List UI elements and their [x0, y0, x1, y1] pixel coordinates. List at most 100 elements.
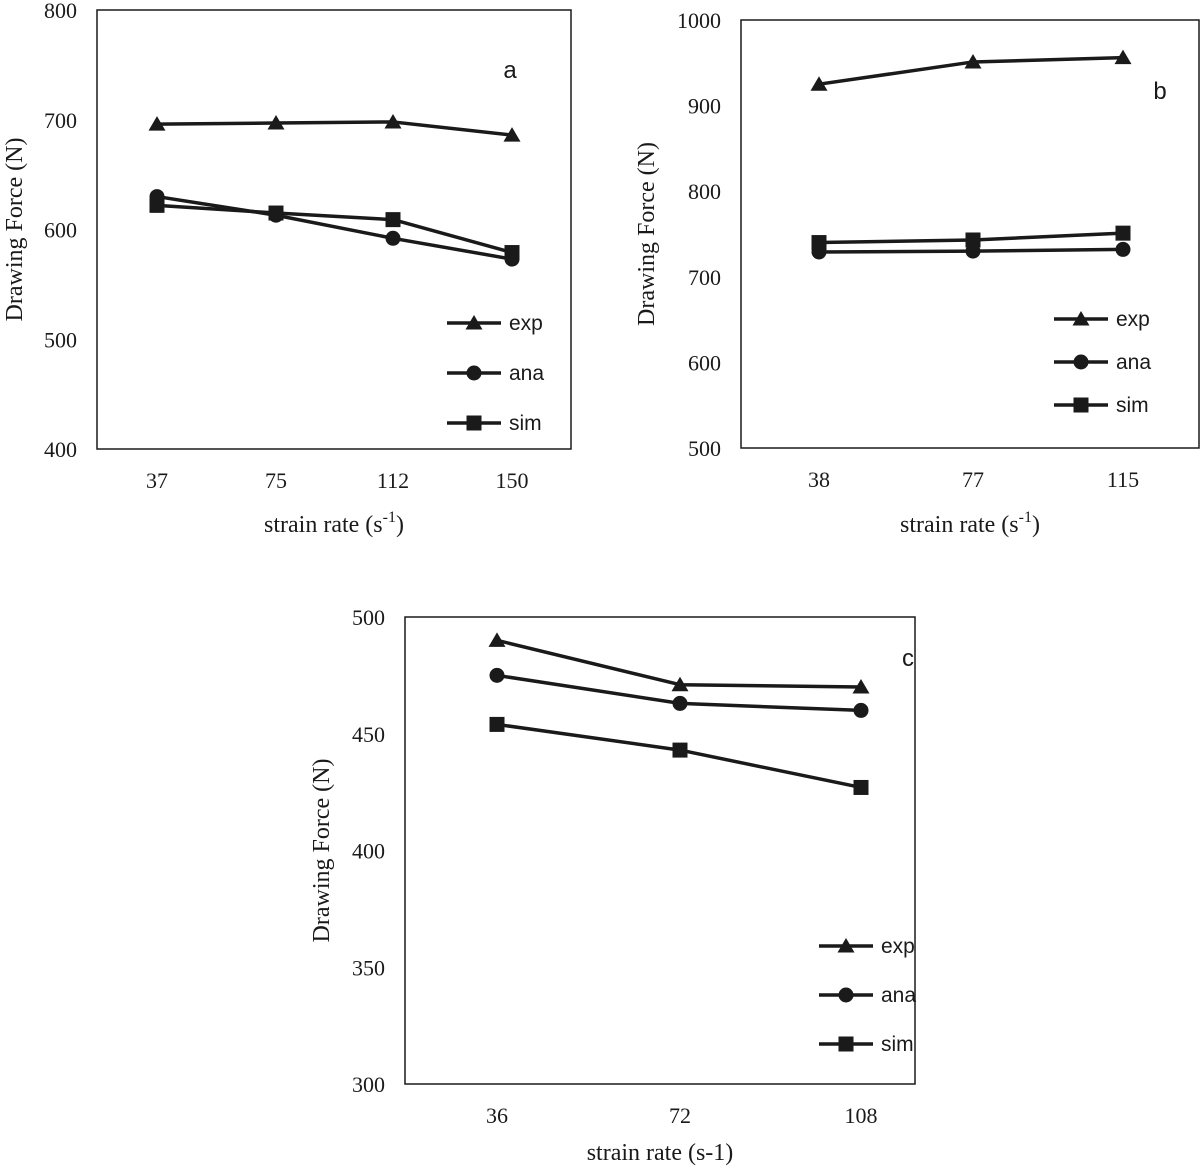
series-ana — [489, 667, 869, 718]
data-point-sim — [504, 245, 520, 261]
legend-label: ana — [881, 984, 916, 1007]
legend-item-sim: sim — [1054, 394, 1149, 417]
legend-marker — [837, 938, 855, 953]
panel-label: b — [1153, 78, 1166, 105]
legend-label: sim — [881, 1033, 914, 1056]
legend-item-ana: ana — [1054, 351, 1151, 374]
data-point-exp — [148, 116, 166, 131]
y-axis-title: Drawing Force (N) — [634, 142, 660, 326]
series-exp — [488, 632, 870, 694]
legend-marker — [838, 1036, 854, 1052]
y-tick-label: 800 — [44, 0, 77, 23]
x-axis-title: strain rate (s-1) — [587, 1140, 734, 1166]
legend-marker — [466, 365, 482, 381]
data-point-sim — [672, 742, 688, 758]
data-point-exp — [503, 127, 521, 142]
y-tick-label: 800 — [688, 179, 721, 204]
data-point-ana — [1115, 241, 1131, 257]
legend-marker — [1073, 354, 1089, 370]
data-point-sim — [489, 716, 505, 732]
data-point-sim — [1115, 225, 1131, 241]
plot-frame — [740, 19, 1200, 449]
y-tick-label: 600 — [44, 218, 77, 243]
y-tick-label: 500 — [688, 436, 721, 461]
x-axis-title: strain rate (s-1) — [900, 509, 1040, 538]
panel-label: a — [503, 57, 517, 84]
data-point-exp — [488, 632, 506, 647]
y-tick-label: 500 — [44, 327, 77, 352]
data-point-sim — [149, 197, 165, 213]
y-axis-title: Drawing Force (N) — [2, 138, 28, 322]
data-point-exp — [267, 115, 285, 130]
panel-label: c — [902, 645, 914, 672]
legend-label: exp — [509, 312, 543, 335]
y-axis-title: Drawing Force (N) — [309, 759, 335, 943]
x-tick-label: 72 — [669, 1103, 691, 1128]
data-point-exp — [1114, 49, 1132, 65]
plot-frame — [96, 9, 572, 450]
data-point-sim — [965, 232, 981, 248]
legend-label: ana — [1116, 351, 1151, 374]
x-tick-label: 38 — [808, 467, 830, 492]
series-exp — [148, 113, 521, 142]
legend-label: sim — [1116, 394, 1149, 417]
plot-frame — [404, 616, 916, 1085]
series-line-ana — [156, 194, 513, 261]
y-tick-label: 700 — [688, 265, 721, 290]
legend-item-ana: ana — [447, 362, 544, 385]
chart-b: 500 600 700 800 900 1000 38 77 115 Drawing Force … — [634, 8, 1200, 538]
data-point-ana — [489, 667, 505, 683]
data-point-sim — [811, 235, 827, 251]
y-tick-label: 500 — [352, 605, 385, 630]
series-ana — [149, 189, 520, 267]
series-exp — [810, 49, 1132, 91]
y-tick-label: 450 — [352, 722, 385, 747]
data-point-sim — [853, 779, 869, 795]
legend-item-sim: sim — [447, 412, 542, 435]
data-point-exp — [964, 53, 982, 69]
data-point-ana — [853, 702, 869, 718]
data-point-ana — [385, 230, 401, 246]
x-tick-label: 77 — [962, 467, 984, 492]
y-tick-label: 400 — [352, 839, 385, 864]
x-axis-title: strain rate (s-1) — [264, 509, 404, 538]
y-tick-label: 700 — [44, 108, 77, 133]
y-tick-label: 300 — [352, 1072, 385, 1097]
data-point-ana — [672, 695, 688, 711]
legend-item-ana: ana — [819, 984, 916, 1007]
data-point-exp — [810, 76, 828, 91]
series-line-sim — [156, 203, 513, 255]
legend-marker — [1073, 397, 1089, 413]
x-tick-label: 115 — [1107, 467, 1139, 492]
legend-item-exp: exp — [819, 935, 915, 958]
data-point-exp — [671, 676, 689, 692]
series-sim — [489, 716, 869, 795]
x-tick-label: 108 — [845, 1103, 878, 1128]
legend-label: exp — [881, 935, 915, 958]
y-tick-label: 600 — [688, 350, 721, 375]
x-tick-label: 37 — [146, 468, 168, 493]
y-tick-label: 900 — [688, 94, 721, 119]
y-tick-label: 350 — [352, 955, 385, 980]
y-tick-label: 1000 — [677, 8, 721, 33]
legend-marker — [466, 415, 482, 431]
data-point-sim — [385, 212, 401, 228]
data-point-sim — [268, 205, 284, 221]
legend-label: ana — [509, 362, 544, 385]
data-point-exp — [384, 113, 402, 129]
legend-marker — [838, 987, 854, 1003]
data-point-exp — [852, 679, 870, 694]
x-tick-label: 36 — [486, 1103, 508, 1128]
chart-a: 400 500 600 700 800 37 75 112 150 Drawing Force (… — [2, 0, 572, 538]
series-line-exp — [156, 120, 513, 137]
legend-label: sim — [509, 412, 542, 435]
series-sim — [149, 197, 520, 261]
legend-item-exp: exp — [447, 312, 543, 335]
x-tick-label: 112 — [377, 468, 409, 493]
legend-marker — [1072, 311, 1090, 326]
legend-item-sim: sim — [819, 1033, 914, 1056]
legend-item-exp: exp — [1054, 308, 1150, 331]
series-sim — [811, 225, 1131, 251]
chart-c: 300 350 400 450 500 36 72 108 Drawing Force (N) s… — [309, 605, 916, 1166]
